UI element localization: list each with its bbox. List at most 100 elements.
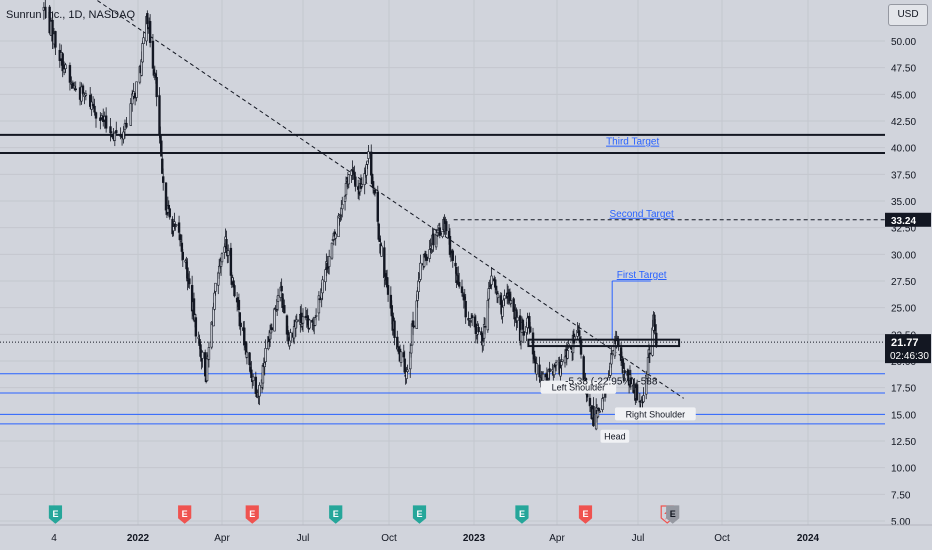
candle-body	[314, 314, 318, 317]
candle-body	[155, 77, 158, 98]
candle-body	[415, 300, 418, 329]
candle-body	[376, 192, 379, 222]
candle-body	[181, 251, 184, 260]
earnings-marker-icon[interactable]: E	[178, 505, 192, 524]
candle	[62, 61, 66, 76]
candle	[227, 244, 230, 263]
pattern-label-box	[614, 407, 696, 421]
candle-body	[164, 182, 168, 211]
candle	[464, 294, 467, 324]
candle	[592, 397, 595, 427]
candle	[441, 230, 444, 239]
candle	[445, 218, 448, 235]
svg-text:E: E	[52, 509, 58, 519]
candle	[245, 343, 249, 365]
candle	[496, 290, 500, 304]
candle	[91, 96, 95, 109]
y-tick-label: 12.50	[891, 437, 916, 448]
candle-body	[177, 222, 181, 233]
second-target-price-tag: 33.24	[885, 212, 931, 227]
candle	[164, 181, 168, 216]
y-tick-label: 5.00	[891, 517, 911, 528]
candle	[308, 318, 311, 330]
candle-body	[313, 317, 317, 326]
earnings-marker-icon[interactable]: E	[48, 505, 63, 524]
candle	[61, 52, 64, 78]
candle-body	[516, 317, 519, 321]
candle-body	[273, 308, 276, 332]
candle	[270, 323, 274, 333]
candle-body	[601, 398, 604, 410]
candle	[148, 14, 152, 48]
candle	[162, 168, 165, 191]
candle	[104, 107, 108, 133]
earnings-marker-icon[interactable]: E	[412, 505, 427, 524]
candle	[373, 187, 377, 197]
candle-body	[598, 410, 601, 413]
candle-body	[535, 363, 538, 375]
candle	[494, 285, 498, 293]
candle	[610, 350, 614, 360]
candle	[313, 316, 317, 327]
candle	[314, 308, 318, 321]
candle	[425, 253, 429, 266]
price-axis-panel	[885, 0, 932, 550]
candle-body	[135, 81, 138, 98]
candle-body	[99, 117, 102, 121]
candle	[341, 196, 344, 218]
candle-body	[91, 103, 95, 107]
candle	[403, 350, 406, 375]
candle-body	[71, 82, 75, 89]
candle-body	[295, 319, 298, 323]
candle-body	[141, 43, 144, 63]
candle	[360, 177, 364, 188]
candle-body	[563, 356, 567, 364]
candle-body	[308, 319, 311, 329]
currency-button[interactable]: USD	[888, 4, 928, 26]
earnings-marker-icon[interactable]: E	[245, 505, 259, 524]
candle-body	[470, 315, 474, 318]
candle-body	[188, 278, 191, 285]
candle-body	[441, 230, 444, 237]
candle-body	[445, 221, 448, 232]
candle-body	[289, 332, 292, 342]
candle	[432, 228, 435, 252]
descending-trendline	[95, 0, 684, 399]
candle	[623, 362, 626, 382]
candle	[175, 224, 178, 228]
candle	[273, 307, 276, 332]
candle-body	[629, 377, 633, 385]
svg-text:E: E	[182, 509, 188, 519]
candle	[68, 62, 72, 91]
candle	[207, 341, 211, 368]
earnings-marker-icon[interactable]: E	[578, 505, 593, 524]
target-label: Third Target	[606, 137, 659, 148]
candle-body	[541, 373, 545, 381]
candle-body	[648, 352, 652, 355]
candle	[131, 89, 134, 112]
candle	[509, 291, 513, 308]
earnings-marker-icon[interactable]: E	[515, 505, 529, 524]
neckline-box	[527, 338, 681, 348]
candle	[276, 288, 280, 311]
candle	[376, 185, 379, 226]
candle-body	[406, 369, 409, 372]
countdown-text: 02:46:30	[890, 351, 929, 362]
candle	[73, 81, 76, 91]
x-tick-label: Oct	[381, 533, 397, 544]
candle-body	[360, 184, 364, 187]
candle	[377, 222, 380, 241]
candle-body	[337, 215, 340, 238]
earnings-marker-icon[interactable]: E	[329, 505, 343, 524]
earnings-marker-icon[interactable]: E	[666, 505, 680, 524]
candle	[225, 230, 228, 253]
candle-body	[592, 406, 595, 427]
candle-body	[73, 85, 76, 89]
candle	[93, 98, 96, 116]
candle	[458, 272, 461, 289]
candle-body	[201, 351, 204, 359]
candle-body	[419, 262, 422, 280]
candle-body	[229, 247, 233, 276]
candle	[233, 283, 236, 298]
